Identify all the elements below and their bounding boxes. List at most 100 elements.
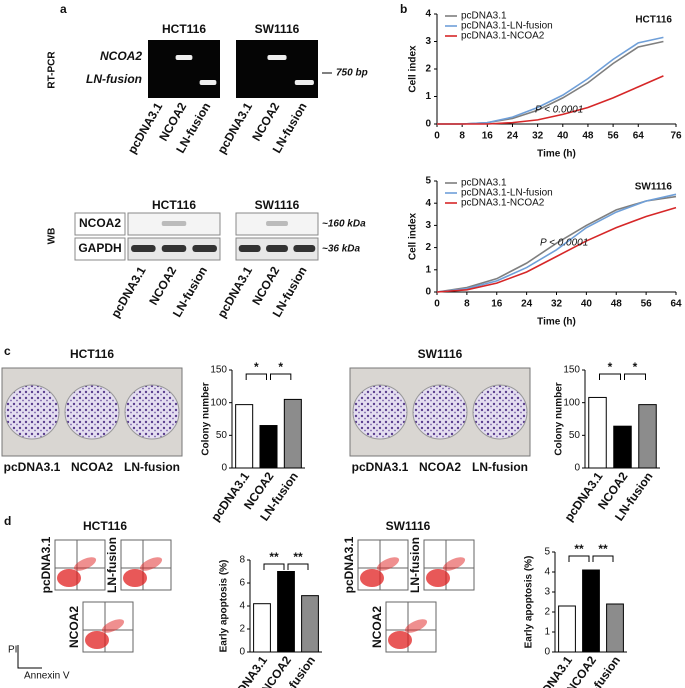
x-tick-label: 8 [464,299,470,310]
cell-line: SW1116 [386,519,431,533]
panel-letter: b [400,2,407,16]
y-axis-title: Early apoptosis (%) [524,556,535,649]
bar [253,603,271,653]
sig-label: * [608,360,613,374]
bar [588,396,607,469]
y-axis-title: Cell index [408,45,419,93]
panel-letter: c [4,344,11,358]
band [267,55,287,60]
y-tick-label: 3 [425,36,431,47]
plot-label: pcDNA3.1 [342,536,356,593]
y-tick-label: 2 [544,607,550,618]
plot-label: pcDNA3.1 [39,536,53,593]
x-tick-label: 64 [670,299,682,310]
y-tick-label: 150 [210,365,227,376]
x-tick-label: 8 [459,131,465,142]
series-line [436,193,677,293]
legend-label: pcDNA3.1-LN-fusion [461,188,553,199]
sig-bracket [270,373,292,380]
y-tick-label: 150 [563,365,580,376]
x-tick-label: 16 [482,131,494,142]
band [266,221,288,226]
band [199,80,217,85]
band [131,245,156,252]
y-tick-label: 50 [216,430,228,441]
series-line [437,75,664,125]
axis-icon-label: PI [8,645,17,656]
chart-title: HCT116 [635,15,672,26]
y-tick-label: 4 [544,567,550,578]
protein-label: GAPDH [78,241,121,255]
chart-title: SW1116 [635,182,673,193]
y-axis-title: Colony number [201,382,212,455]
x-tick-label: 16 [491,299,503,310]
plot-label: LN-fusion [408,537,422,593]
y-tick-label: 1 [544,627,550,638]
label-box [74,212,126,236]
annotation: P < 0.0001 [540,238,588,249]
cell-cloud [376,557,400,571]
sig-label: ** [269,550,279,564]
sig-bracket [287,563,309,570]
cell-cloud [404,619,428,633]
x-axis-title: Time (h) [537,149,576,160]
y-tick-label: 5 [425,176,431,187]
lane-label: pcDNA3.1 [125,100,166,156]
plate-label: LN-fusion [124,460,180,474]
x-tick-label: 48 [611,299,623,310]
cell-cloud [123,569,147,587]
x-tick-label: 56 [608,131,620,142]
sig-label: ** [574,542,584,556]
annotation: P < 0.0001 [535,105,583,116]
cell-line: SW1116 [418,347,463,361]
lane-label: NCOA2 [146,264,179,308]
x-tick-label: 24 [521,299,533,310]
plate-label: pcDNA3.1 [352,460,409,474]
row-label: WB [47,228,58,245]
legend-label: pcDNA3.1 [461,178,507,189]
bar [606,603,624,653]
band [192,245,217,252]
cell-cloud [426,569,450,587]
x-tick-label: 32 [551,299,563,310]
y-tick-label: 2 [425,242,431,253]
bar [301,595,319,653]
y-tick-label: 100 [210,397,227,408]
cell-cloud [360,569,384,587]
bar [613,425,632,469]
sig-bracket [245,373,267,380]
sig-label: ** [598,542,608,556]
y-tick-label: 100 [563,397,580,408]
protein-label: NCOA2 [79,216,121,230]
series-line [436,206,677,293]
plate-label: NCOA2 [71,460,113,474]
x-tick-label: 0 [434,131,440,142]
bar [582,569,600,653]
lane-label: pcDNA3.1 [215,100,256,156]
sig-bracket [568,555,590,562]
plot-label: LN-fusion [105,537,119,593]
y-tick-label: 3 [544,587,550,598]
x-tick-label: 76 [670,131,682,142]
colony-plate [412,384,468,440]
sig-label: * [254,360,259,374]
sig-bracket [599,373,621,380]
gel-image [236,40,318,98]
sig-bracket [592,555,614,562]
cell-line: HCT116 [152,198,196,212]
colony-plate [124,384,180,440]
sig-label: ** [293,550,303,564]
cell-cloud [73,557,97,571]
y-tick-label: 4 [425,198,431,209]
y-tick-label: 1 [425,91,431,102]
band [294,80,314,85]
bar [558,605,576,653]
x-tick-label: 56 [641,299,653,310]
plate-label: pcDNA3.1 [4,460,61,474]
size-label: 750 bp [336,68,368,79]
size-label: ~160 kDa [322,219,366,230]
y-tick-label: 3 [425,220,431,231]
cell-cloud [57,569,81,587]
band [175,55,193,60]
